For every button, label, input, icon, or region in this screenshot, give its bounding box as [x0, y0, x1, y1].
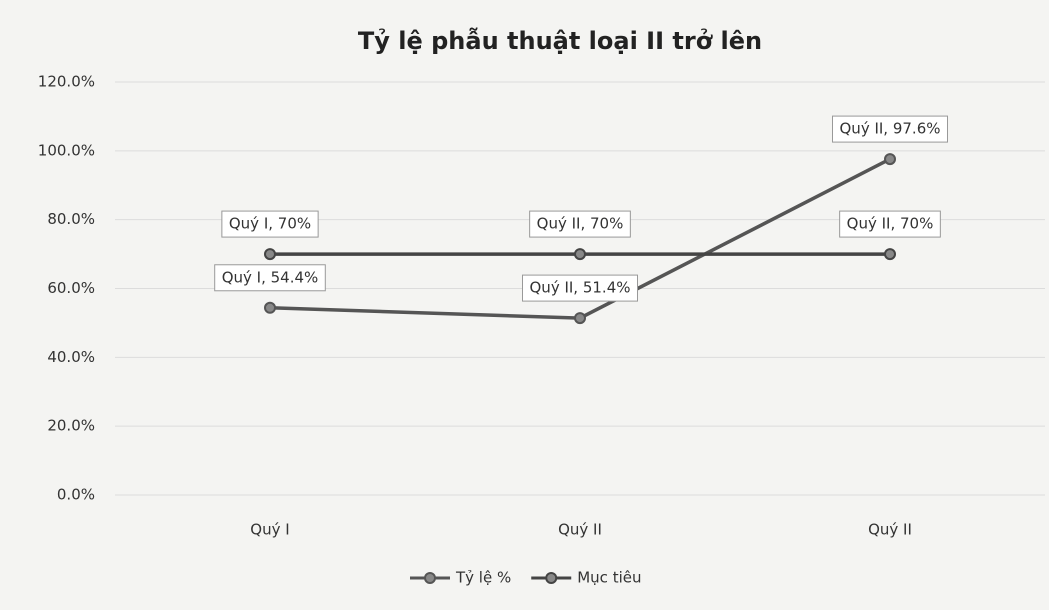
data-label: Quý II, 97.6% [832, 115, 948, 143]
marker [884, 153, 896, 166]
y-tick-label: 20.0% [47, 417, 95, 435]
data-label-text: Quý II, 70% [847, 215, 934, 233]
y-tick-label: 40.0% [47, 348, 95, 366]
data-label-box [214, 264, 326, 292]
data-label: Quý I, 70% [221, 210, 319, 238]
data-label-box [522, 274, 638, 302]
data-label: Quý II, 70% [839, 210, 941, 238]
data-label-box [832, 115, 948, 143]
y-tick-label: 0.0% [57, 486, 95, 504]
marker [264, 301, 276, 314]
data-label-box [529, 210, 631, 238]
y-tick-label: 80.0% [47, 210, 95, 228]
data-label: Quý I, 54.4% [214, 264, 326, 292]
x-tick-label: Quý II [868, 521, 912, 539]
data-label-text: Quý II, 70% [537, 215, 624, 233]
marker [574, 248, 586, 261]
legend-label: Tỷ lệ % [455, 569, 511, 587]
marker [884, 248, 896, 261]
data-label-text: Quý II, 51.4% [530, 279, 631, 297]
data-label-box [839, 210, 941, 238]
marker [264, 248, 276, 261]
y-tick-label: 120.0% [38, 73, 95, 91]
data-label: Quý II, 51.4% [522, 274, 638, 302]
data-label-text: Quý II, 97.6% [840, 120, 941, 138]
y-tick-label: 100.0% [38, 141, 95, 159]
data-label-text: Quý I, 70% [229, 215, 311, 233]
data-label-box [221, 210, 319, 238]
y-tick-label: 60.0% [47, 279, 95, 297]
legend-marker [424, 572, 436, 584]
x-tick-label: Quý II [558, 521, 602, 539]
chart-title: Tỷ lệ phẫu thuật loại II trở lên [358, 26, 762, 55]
x-tick-label: Quý I [250, 521, 289, 539]
marker [574, 312, 586, 325]
legend-label: Mục tiêu [577, 569, 641, 587]
data-label: Quý II, 70% [529, 210, 631, 238]
data-label-text: Quý I, 54.4% [222, 268, 319, 286]
legend-marker [545, 572, 558, 584]
